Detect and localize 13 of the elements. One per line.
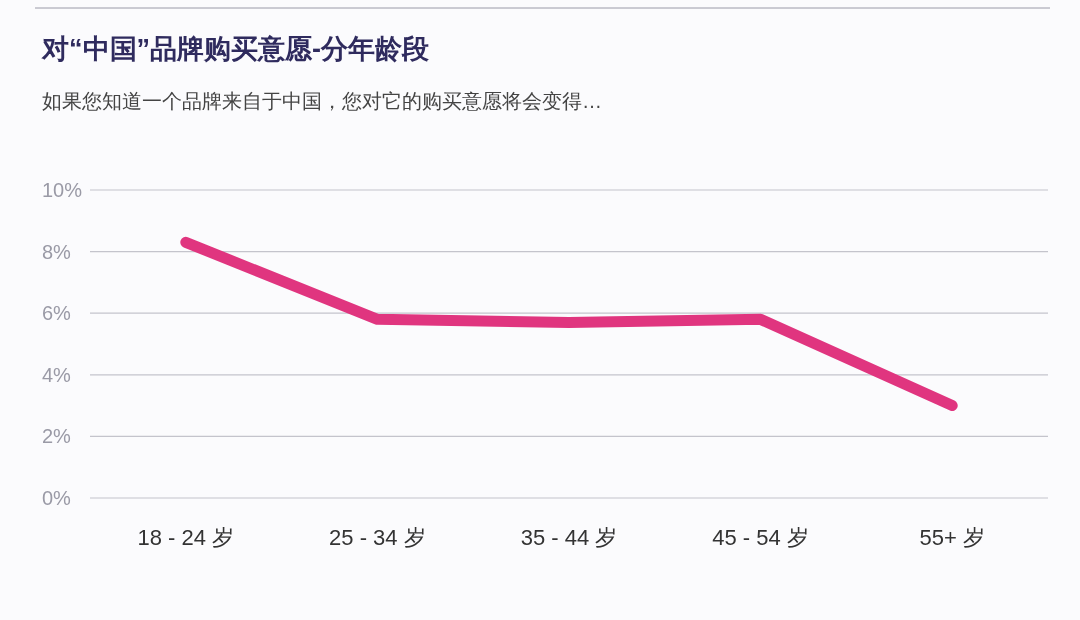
x-tick-label: 25 - 34 岁 [329,525,426,550]
y-tick-label: 0% [42,487,72,509]
chart-title: 对“中国”品牌购买意愿-分年龄段 [41,34,430,64]
y-tick-label: 10% [42,179,83,201]
x-tick-label: 35 - 44 岁 [520,525,618,550]
x-tick-label: 18 - 24 岁 [137,525,235,550]
x-tick-label: 55+ 岁 [919,525,985,550]
y-tick-label: 2% [42,425,72,448]
chart-subtitle: 如果您知道一个品牌来自于中国，您对它的购买意愿将会变得… [42,90,602,112]
y-tick-label: 8% [42,240,72,263]
y-tick-label: 6% [42,302,72,325]
y-tick-label: 4% [42,363,72,386]
x-tick-label: 45 - 54 岁 [712,525,809,550]
